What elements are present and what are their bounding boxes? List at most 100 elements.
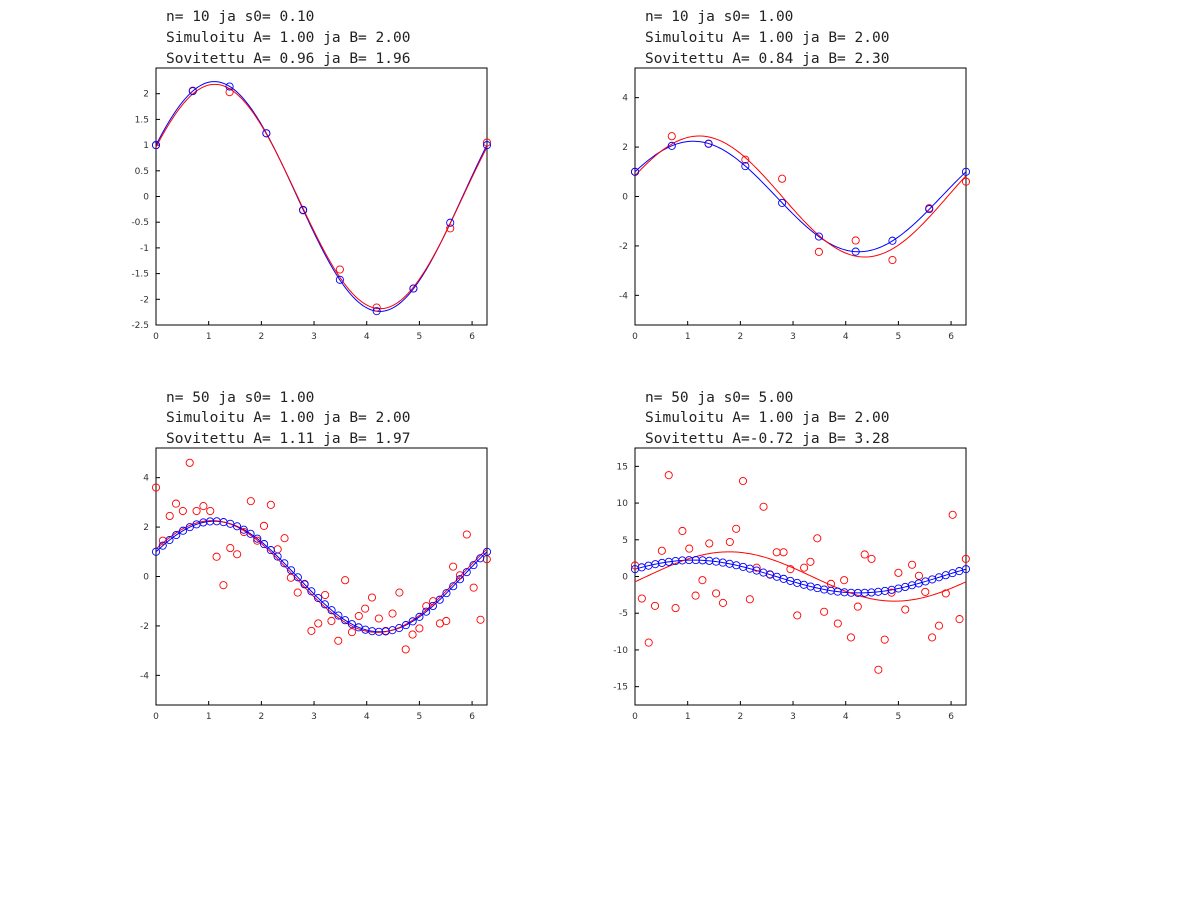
observed-point bbox=[786, 565, 795, 574]
observed-point bbox=[921, 587, 930, 596]
subplot-title-line-2: Simuloitu A= 1.00 ja B= 2.00 bbox=[166, 30, 410, 46]
plot-area bbox=[151, 81, 492, 316]
observed-point bbox=[880, 635, 889, 644]
observed-point bbox=[372, 303, 381, 312]
observed-point bbox=[800, 563, 809, 572]
simulated-point bbox=[151, 141, 161, 150]
simulated-point bbox=[327, 606, 336, 615]
simulated-point bbox=[341, 616, 350, 625]
observed-point bbox=[442, 616, 451, 626]
observed-point bbox=[415, 624, 424, 633]
simulated-point bbox=[435, 595, 444, 604]
observed-point bbox=[233, 550, 242, 559]
observed-point bbox=[469, 583, 478, 592]
observed-point bbox=[691, 591, 700, 600]
x-tick-label: 2 bbox=[737, 332, 743, 342]
y-tick-label: 1.5 bbox=[135, 115, 149, 125]
observed-point bbox=[151, 483, 161, 492]
observed-point bbox=[335, 265, 344, 274]
observed-point bbox=[408, 630, 417, 639]
observed-point bbox=[725, 537, 734, 547]
observed-point bbox=[820, 607, 829, 616]
simulated-point bbox=[442, 589, 451, 598]
x-tick-label: 4 bbox=[364, 332, 370, 342]
observed-point bbox=[955, 615, 964, 624]
simulated-point bbox=[741, 162, 750, 171]
x-tick-label: 3 bbox=[311, 332, 317, 342]
subplot-title-line-3: Sovitettu A= 0.96 ja B= 1.96 bbox=[166, 51, 410, 67]
simulated-point bbox=[704, 139, 713, 148]
subplot-title-line-3: Sovitettu A= 1.11 ja B= 1.97 bbox=[166, 431, 410, 447]
observed-point bbox=[199, 502, 208, 511]
simulated-point bbox=[428, 601, 438, 611]
observed-point bbox=[246, 497, 255, 506]
simulated-point bbox=[415, 612, 424, 621]
simulated-point bbox=[961, 565, 971, 574]
observed-point bbox=[280, 534, 289, 543]
y-tick-label: 0 bbox=[143, 193, 149, 203]
y-tick-label: -1.5 bbox=[131, 270, 149, 280]
simulated-point bbox=[266, 546, 275, 555]
observed-point bbox=[476, 615, 485, 624]
x-tick-label: 3 bbox=[790, 332, 796, 342]
simulated-point bbox=[188, 87, 197, 96]
y-tick-label: 0 bbox=[622, 193, 628, 203]
y-tick-label: 2 bbox=[143, 90, 149, 100]
observed-point bbox=[314, 619, 323, 628]
x-tick-label: 0 bbox=[153, 712, 159, 722]
observed-point bbox=[732, 524, 741, 533]
simulated-point bbox=[778, 198, 787, 207]
x-tick-label: 6 bbox=[469, 712, 475, 722]
observed-point bbox=[806, 557, 815, 566]
observed-point bbox=[446, 224, 455, 233]
observed-point bbox=[833, 619, 842, 628]
observed-point bbox=[778, 174, 787, 183]
observed-point bbox=[914, 571, 923, 580]
subplot-n50-s0-1.00: n= 50 ja s0= 1.00 Simuloitu A= 1.00 ja B… bbox=[140, 390, 492, 722]
plot-frame bbox=[634, 67, 967, 326]
x-tick-label: 6 bbox=[948, 332, 954, 342]
observed-point bbox=[374, 614, 383, 623]
observed-point bbox=[908, 560, 917, 569]
observed-point bbox=[961, 177, 971, 186]
observed-point bbox=[745, 595, 754, 604]
plot-frame bbox=[155, 67, 488, 326]
subplot-title-line-1: n= 50 ja s0= 1.00 bbox=[166, 390, 314, 406]
plot-area bbox=[151, 458, 492, 654]
simulated-point bbox=[233, 522, 242, 531]
simulated-curve bbox=[155, 520, 488, 633]
observed-point bbox=[853, 602, 862, 611]
observed-point bbox=[928, 633, 937, 642]
observed-point bbox=[718, 598, 728, 607]
subplot-title-line-2: Simuloitu A= 1.00 ja B= 2.00 bbox=[645, 30, 889, 46]
fitted-curve bbox=[634, 551, 967, 602]
x-tick-label: 0 bbox=[153, 332, 159, 342]
observed-point bbox=[705, 539, 714, 548]
simulated-point bbox=[239, 525, 248, 534]
x-tick-label: 1 bbox=[685, 332, 691, 342]
observed-point bbox=[165, 511, 174, 521]
subplot-n10-s0-1.00: n= 10 ja s0= 1.00 Simuloitu A= 1.00 ja B… bbox=[619, 9, 971, 342]
observed-point bbox=[941, 589, 950, 598]
observed-point bbox=[644, 638, 653, 647]
y-tick-label: 2 bbox=[622, 143, 628, 153]
y-tick-label: 4 bbox=[143, 474, 149, 484]
x-tick-label: 5 bbox=[896, 332, 902, 342]
observed-point bbox=[860, 550, 869, 559]
observed-point bbox=[273, 545, 282, 554]
observed-point bbox=[185, 458, 194, 467]
observed-point bbox=[667, 132, 676, 141]
observed-point bbox=[321, 590, 330, 600]
observed-point bbox=[888, 255, 897, 265]
y-tick-label: 5 bbox=[622, 536, 628, 546]
observed-point bbox=[874, 665, 883, 674]
observed-point bbox=[354, 611, 363, 621]
simulated-point bbox=[449, 582, 458, 591]
subplot-title-line-3: Sovitettu A= 0.84 ja B= 2.30 bbox=[645, 51, 889, 67]
simulated-point bbox=[151, 547, 161, 556]
observed-point bbox=[286, 573, 295, 582]
y-tick-label: -2.5 bbox=[131, 321, 149, 331]
simulated-point bbox=[300, 580, 309, 589]
x-tick-label: 5 bbox=[417, 712, 423, 722]
observed-point bbox=[813, 534, 822, 543]
